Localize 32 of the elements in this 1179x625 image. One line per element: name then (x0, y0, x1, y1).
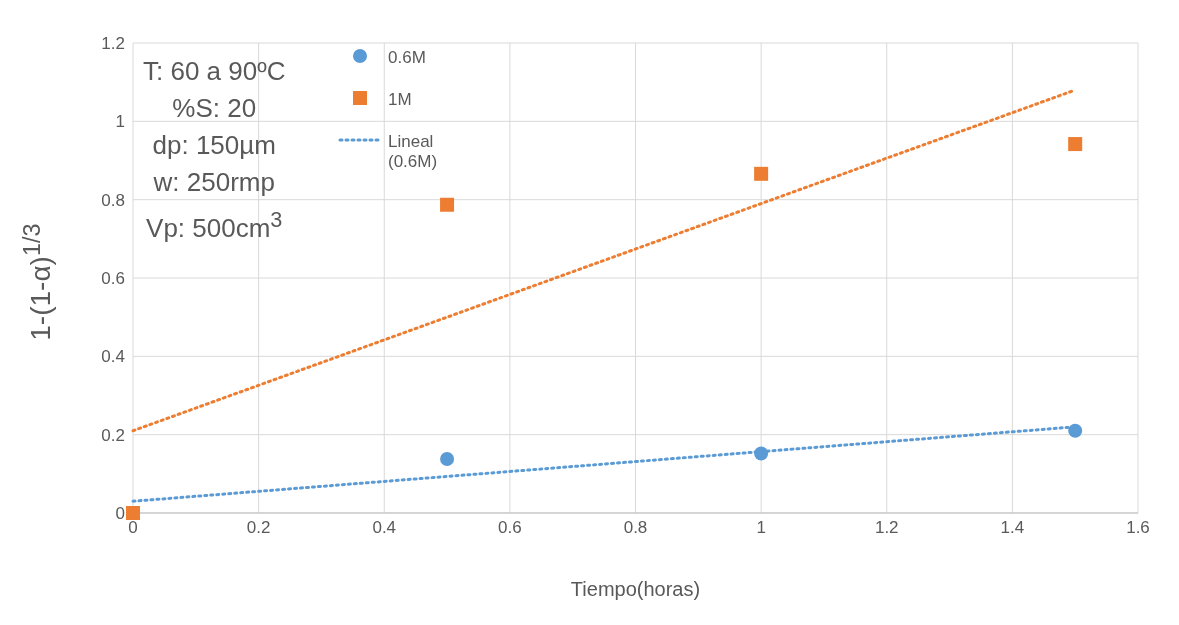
point (440, 197, 455, 212)
y-tick-label: 0.4 (101, 347, 125, 367)
point (126, 506, 140, 520)
x-tick-label: 1 (756, 518, 766, 538)
x-tick-label: 0.8 (623, 518, 648, 538)
y-tick-label: 1 (115, 112, 125, 132)
x-tick-label: 0 (128, 518, 138, 538)
text: dp: 150µm (152, 130, 276, 160)
point (1068, 423, 1083, 438)
x-tick-label: 0.2 (246, 518, 271, 538)
y-tick-label: 0 (115, 504, 125, 524)
x-axis-title: Tiempo(horas) (569, 578, 702, 601)
point (440, 451, 455, 466)
x-tick-label: 1.2 (874, 518, 899, 538)
text: %S: 20 (172, 93, 257, 123)
text: T: 60 a 90ºC (143, 56, 286, 86)
text: w: 250rmp (153, 167, 275, 197)
legend-label: 0.6M (388, 48, 427, 68)
y-tick-label: 1.2 (101, 34, 125, 54)
y-tick-label: 0.6 (101, 269, 125, 289)
point (754, 446, 769, 461)
legend-label: 1M (388, 90, 413, 110)
text: Vp: 500cm$^{3}$ (146, 207, 283, 243)
y-tick-label: 0.8 (101, 190, 125, 210)
x-tick-label: 0.6 (498, 518, 522, 538)
x-tick-label: 1.6 (1126, 518, 1150, 538)
point (754, 166, 769, 181)
x-tick-label: 1.4 (1000, 518, 1025, 538)
y-tick-label: 0.2 (101, 425, 125, 445)
x-tick-label: 0.4 (372, 518, 397, 538)
legend-label: Lineal (0.6M) (388, 132, 439, 172)
point (1068, 137, 1083, 152)
